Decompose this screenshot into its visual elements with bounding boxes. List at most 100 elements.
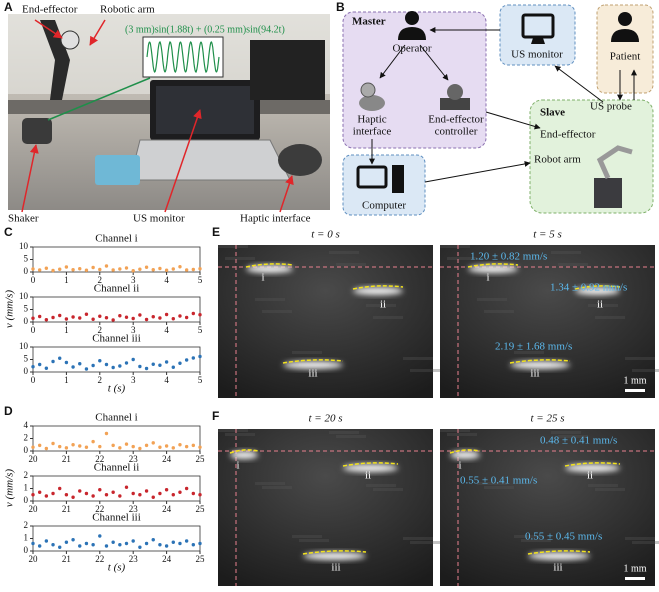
photo-screen-right [250, 40, 325, 100]
speckle [440, 245, 470, 248]
feature-echo [343, 464, 398, 472]
speckle [410, 369, 440, 372]
data-point [124, 541, 129, 546]
scale-bar [625, 389, 645, 392]
x-tick-label: 24 [162, 454, 172, 464]
tracked-contour [302, 550, 367, 555]
subplot-title: Channel i [95, 412, 137, 424]
data-point [104, 544, 109, 548]
plot-frame [32, 346, 201, 373]
x-axis-label: t (s) [108, 562, 126, 574]
data-point [91, 363, 95, 368]
data-point [78, 489, 82, 493]
data-point [131, 444, 135, 449]
y-tick-label: 5 [24, 304, 29, 314]
speckle [403, 357, 433, 360]
speckle [440, 429, 470, 432]
data-point [158, 445, 162, 449]
x-tick-label: 20 [29, 454, 39, 464]
scale-label: 1 mm [623, 375, 646, 386]
subplot-title: Channel iii [92, 512, 141, 524]
x-tick-label: 4 [164, 375, 169, 385]
y-tick-label: 4 [24, 420, 29, 430]
speckle [551, 431, 581, 434]
x-tick-label: 1 [64, 375, 69, 385]
tracked-contour [449, 449, 481, 454]
data-point [144, 317, 149, 322]
data-point [58, 356, 62, 360]
data-point [118, 314, 122, 318]
x-tick-label: 2 [98, 325, 103, 335]
panel-letter: C [4, 225, 13, 239]
data-point [51, 543, 55, 547]
x-tick-label: 25 [196, 554, 206, 564]
speckle [514, 351, 544, 354]
arrow [379, 44, 406, 79]
data-point [178, 443, 182, 447]
data-point [164, 544, 169, 548]
data-point [124, 442, 129, 446]
pointer [164, 109, 202, 213]
data-point [78, 444, 82, 448]
data-point [84, 445, 89, 449]
data-point [37, 443, 42, 448]
tracked-contour [229, 449, 259, 454]
x-tick-label: 20 [29, 554, 39, 564]
data-point [64, 317, 69, 321]
data-point [158, 363, 162, 367]
scale-bar [625, 577, 645, 580]
x-tick-label: 21 [62, 454, 71, 464]
data-point [111, 443, 115, 448]
speckle [366, 304, 396, 307]
data-point [98, 267, 102, 272]
y-tick-label: 0 [24, 316, 29, 326]
x-tick-label: 24 [162, 504, 172, 514]
photo-end-effector [60, 30, 80, 50]
tracked-contour [564, 462, 621, 467]
data-point [178, 314, 182, 318]
velocity-label: 1.34 ± 0.92 mm/s [550, 282, 627, 294]
computer-box [342, 154, 426, 216]
data-point [111, 365, 115, 370]
feature-echo [246, 265, 293, 273]
data-point [184, 358, 189, 362]
data-point [91, 543, 95, 547]
data-point [171, 446, 175, 450]
x-tick-label: 0 [31, 375, 36, 385]
y-tick-label: 5 [24, 254, 29, 264]
data-point [191, 491, 196, 496]
label: Haptic interface [240, 213, 311, 225]
photo-panel [95, 155, 140, 185]
data-point [44, 494, 49, 498]
data-point [51, 268, 55, 273]
data-point [158, 491, 162, 496]
panel-letter: E [212, 225, 220, 239]
photo-us-screen [156, 86, 254, 134]
data-point [64, 446, 69, 450]
data-point [44, 366, 49, 370]
speckle [292, 351, 322, 354]
tracked-contour [509, 359, 571, 364]
data-point [138, 364, 142, 369]
data-point [31, 267, 35, 271]
speckle [558, 263, 588, 266]
data-point [44, 539, 49, 543]
feature-echo [528, 552, 590, 560]
speckle [255, 482, 285, 485]
data-point [131, 539, 135, 543]
data-point [64, 265, 69, 269]
panel-letter: B [336, 0, 345, 14]
equation: (3 mm)sin(1.88t) + (0.25 mm)sin(94.2t) [125, 24, 285, 35]
data-point [184, 486, 189, 491]
data-point [151, 538, 155, 542]
group-title: Master [352, 16, 386, 28]
data-point [178, 361, 182, 365]
y-tick-label: 0 [24, 266, 29, 276]
data-point [178, 490, 182, 494]
data-point [78, 267, 82, 271]
speckle [595, 316, 625, 319]
feature-echo [575, 287, 620, 295]
data-point [171, 540, 175, 544]
scale-label: 1 mm [623, 563, 646, 574]
data-point [124, 315, 129, 319]
